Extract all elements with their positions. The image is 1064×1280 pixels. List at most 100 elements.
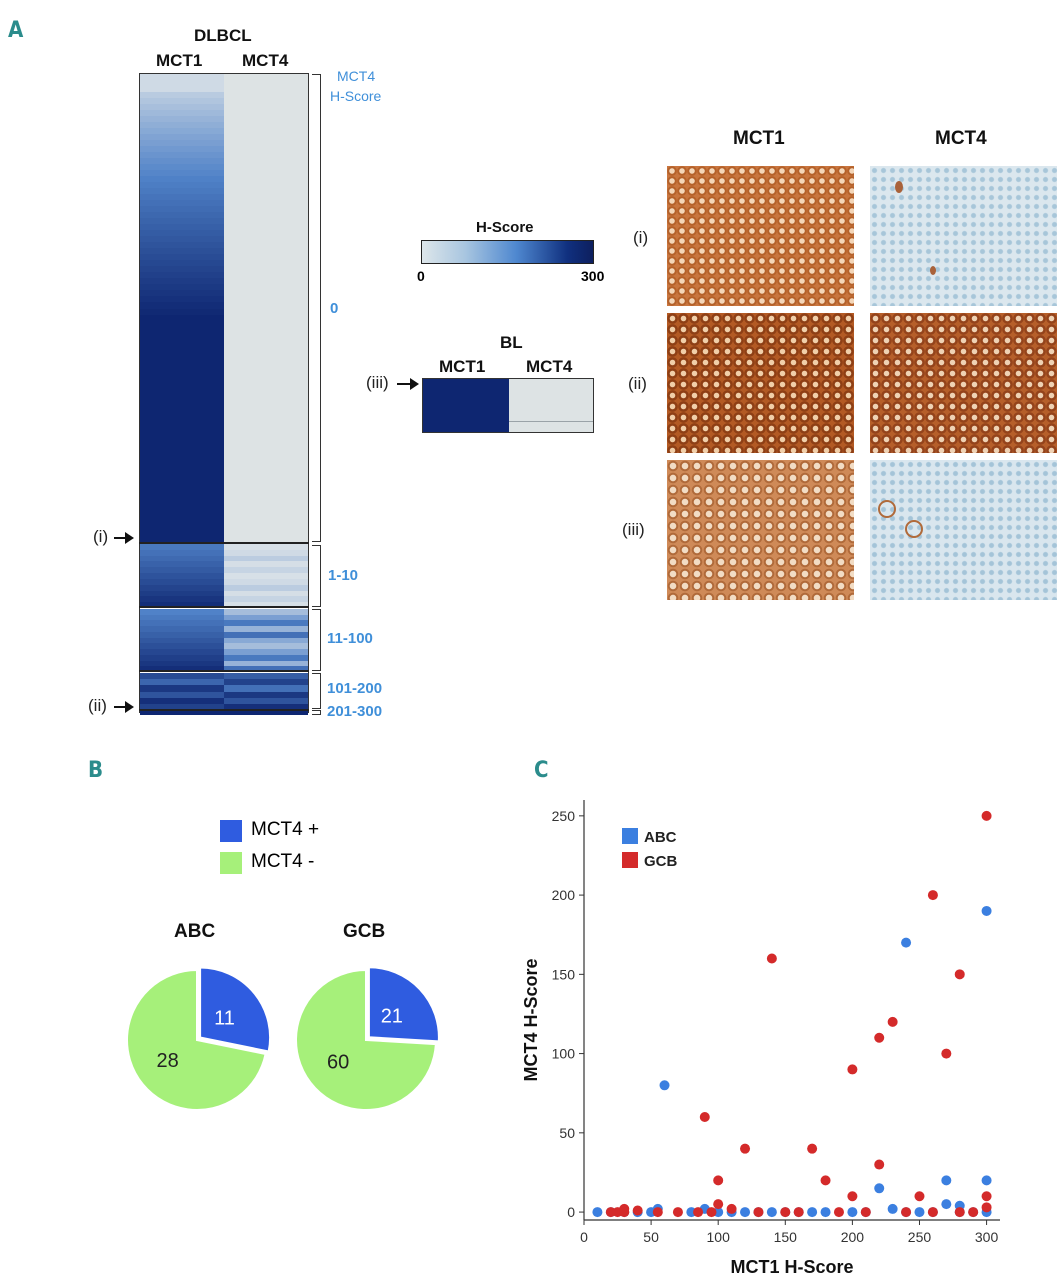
- heatmap-stripe: [224, 626, 308, 633]
- dlbcl-title: DLBCL: [194, 26, 252, 45]
- heatmap-stripe: [224, 170, 308, 177]
- pie-slice-negative-abc: [126, 968, 267, 1111]
- point-gcb: [780, 1207, 791, 1218]
- heatmap-mct4-column: [224, 74, 308, 715]
- bl-mct4-cell: [509, 379, 593, 432]
- heatmap-stripe: [224, 410, 308, 418]
- heatmap-stripe: [140, 703, 224, 711]
- heatmap-stripe: [224, 122, 308, 129]
- heatmap-stripe: [224, 470, 308, 478]
- heatmap-stripe: [224, 697, 308, 705]
- point-gcb: [706, 1207, 717, 1218]
- heatmap-stripe: [224, 314, 308, 321]
- bl-col-mct4: MCT4: [526, 357, 573, 376]
- heatmap-stripe: [140, 110, 224, 117]
- heatmap-stripe: [224, 530, 308, 538]
- heatmap-stripe: [224, 506, 308, 514]
- panel-c-label: C: [534, 758, 549, 783]
- heatmap-stripe: [140, 494, 224, 502]
- y-tick-label: 50: [559, 1125, 575, 1141]
- heatmap-stripe: [140, 596, 224, 603]
- group-separator: [139, 670, 309, 672]
- x-tick-label: 200: [841, 1229, 865, 1245]
- point-gcb: [740, 1143, 751, 1154]
- bl-heatmap: [422, 378, 594, 433]
- heatmap-stripe: [140, 482, 224, 490]
- heatmap-stripe: [224, 368, 308, 376]
- group-label-201-300: 201-300: [327, 703, 383, 720]
- y-tick-label: 250: [552, 808, 576, 824]
- point-gcb: [981, 810, 992, 821]
- point-gcb: [901, 1207, 912, 1218]
- group-bracket-201-300: [312, 710, 321, 715]
- x-tick-label: 0: [580, 1229, 588, 1245]
- heatmap-stripe: [224, 500, 308, 508]
- heatmap-stripe: [224, 266, 308, 273]
- ihc-col-mct4: MCT4: [935, 128, 987, 149]
- heatmap-stripe: [224, 218, 308, 225]
- y-tick-label: 0: [567, 1204, 575, 1220]
- heatmap-stripe: [140, 140, 224, 147]
- heatmap-stripe: [140, 302, 224, 309]
- point-gcb: [968, 1207, 979, 1218]
- heatmap-stripe: [224, 614, 308, 621]
- heatmap-stripe: [140, 212, 224, 219]
- heatmap-stripe: [140, 573, 224, 580]
- heatmap-stripe: [224, 422, 308, 430]
- heatmap-stripe: [140, 578, 224, 586]
- heatmap-stripe: [140, 637, 224, 644]
- heatmap-stripe: [140, 590, 224, 597]
- heatmap-stripe: [224, 654, 308, 662]
- point-abc: [592, 1207, 603, 1218]
- heatmap-stripe: [224, 98, 308, 105]
- heatmap-stripe: [140, 536, 224, 544]
- heatmap-stripe: [140, 584, 224, 592]
- pie-slice-negative-gcb: [295, 968, 437, 1111]
- point-abc: [981, 905, 992, 916]
- ihc-image-iii-mct4: [870, 460, 1057, 600]
- heatmap-stripe: [140, 122, 224, 129]
- legend-label-abc: ABC: [644, 829, 677, 846]
- heatmap-stripe: [224, 434, 308, 442]
- heatmap-stripe: [140, 200, 224, 207]
- heatmap-stripe: [140, 555, 224, 562]
- heatmap-stripe: [140, 332, 224, 340]
- heatmap-stripe: [140, 230, 224, 237]
- heatmap-stripe: [140, 470, 224, 478]
- heatmap-stripe: [140, 416, 224, 424]
- ihc-image-i-mct1: [667, 166, 854, 306]
- heatmap-stripe: [140, 92, 224, 99]
- group-bracket-11-100: [312, 609, 321, 671]
- heatmap-stripe: [224, 176, 308, 183]
- heatmap-stripe: [140, 500, 224, 508]
- dlbcl-heatmap: [139, 73, 309, 715]
- point-abc: [941, 1175, 952, 1186]
- point-gcb: [632, 1205, 643, 1216]
- legend-swatch-mct4-neg: [220, 852, 242, 874]
- heatmap-stripe: [140, 158, 224, 165]
- pie-label-positive-abc: 11: [214, 1008, 235, 1030]
- heatmap-stripe: [224, 86, 308, 93]
- heatmap-stripe: [140, 206, 224, 213]
- point-abc: [914, 1207, 925, 1218]
- point-gcb: [699, 1111, 710, 1122]
- heatmap-stripe: [224, 194, 308, 201]
- point-abc: [807, 1207, 818, 1218]
- legend-label-gcb: GCB: [644, 853, 678, 870]
- point-gcb: [847, 1064, 858, 1075]
- point-gcb: [927, 1207, 938, 1218]
- heatmap-stripe: [224, 440, 308, 448]
- point-gcb: [807, 1143, 818, 1154]
- point-gcb: [874, 1159, 885, 1170]
- heatmap-stripe: [140, 549, 224, 557]
- heatmap-stripe: [224, 272, 308, 279]
- point-gcb: [981, 1202, 992, 1213]
- heatmap-stripe: [224, 140, 308, 147]
- heatmap-stripe: [140, 428, 224, 436]
- x-tick-label: 100: [707, 1229, 731, 1245]
- heatmap-stripe: [224, 110, 308, 117]
- point-abc: [659, 1080, 670, 1091]
- heatmap-stripe: [224, 404, 308, 412]
- heatmap-stripe: [140, 224, 224, 231]
- heatmap-stripe: [140, 248, 224, 255]
